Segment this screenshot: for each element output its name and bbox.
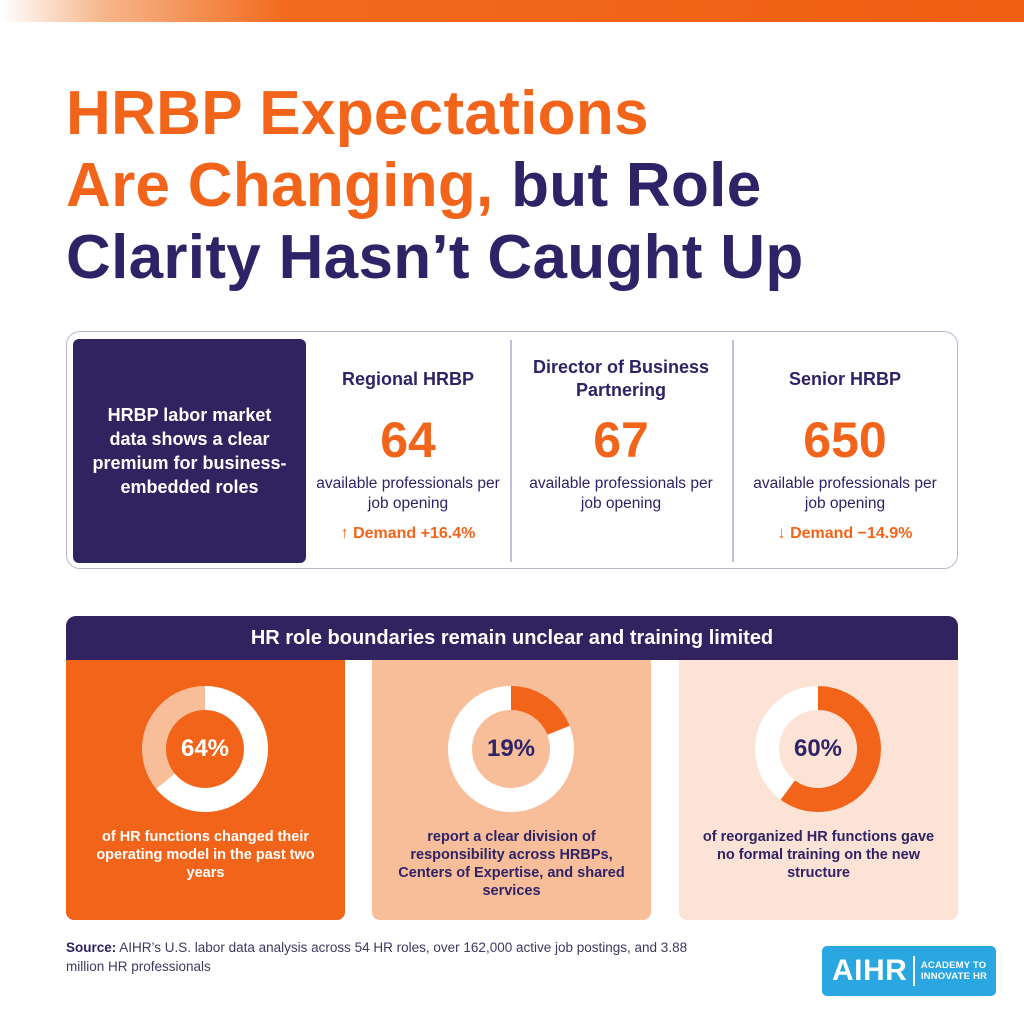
card-description: report a clear division of responsibilit…	[398, 829, 625, 899]
stat-description: available professionals per job opening	[529, 475, 713, 512]
boundaries-card-division-of-responsibility: 19% report a clear division of responsib…	[372, 660, 651, 920]
donut-chart	[448, 686, 574, 812]
stat-trend: ↓ Demand −14.9%	[777, 525, 913, 542]
donut-arc	[142, 686, 268, 812]
stat-divider	[732, 340, 734, 562]
stat-value: 650	[803, 412, 887, 468]
stat-director-business-partnering: Director of Business Partnering 67 avail…	[523, 356, 719, 514]
boundaries-card-operating-model: 64% of HR functions changed their operat…	[66, 660, 345, 920]
stat-title: Regional HRBP	[341, 368, 474, 389]
donut-label: 19%	[486, 735, 536, 762]
stat-description: available professionals per job opening	[316, 475, 500, 512]
stat-value: 64	[380, 412, 436, 468]
card-description: of reorganized HR functions gave no form…	[702, 829, 935, 881]
logo-separator	[913, 956, 915, 986]
donut-arc	[448, 686, 574, 812]
source-text: AIHR’s U.S. labor data analysis across 5…	[66, 940, 688, 974]
stat-senior-hrbp: Senior HRBP 650 available professionals …	[747, 356, 943, 544]
donut-chart	[142, 686, 268, 812]
donut-label: 64%	[180, 735, 230, 762]
donut-arc	[755, 686, 881, 812]
stat-description: available professionals per job opening	[753, 475, 937, 512]
stat-regional-hrbp: Regional HRBP 64 available professionals…	[310, 356, 506, 544]
stat-title: Director of Business Partnering	[532, 357, 710, 400]
logo-tagline-line-1: ACADEMY TO	[920, 960, 987, 971]
card-description: of HR functions changed their operating …	[96, 829, 315, 881]
stat-trend: ↑ Demand +16.4%	[340, 525, 476, 542]
stat-divider	[510, 340, 512, 562]
donut-label: 60%	[793, 735, 843, 762]
title-line-2-orange: Are Changing,	[66, 151, 494, 220]
top-accent-bar	[0, 0, 1024, 22]
source-note: Source: AIHR’s U.S. labor data analysis …	[66, 938, 726, 976]
aihr-logo: AIHR ACADEMY TO INNOVATE HR	[822, 946, 996, 996]
boundaries-card-no-formal-training: 60% of reorganized HR functions gave no …	[679, 660, 958, 920]
title-line-2-navy: but Role	[511, 151, 762, 220]
stat-value: 67	[593, 412, 649, 468]
logo-mark: AIHR	[832, 954, 908, 987]
stat-title: Senior HRBP	[788, 368, 902, 389]
stats-intro: HRBP labor market data shows a clear pre…	[73, 339, 306, 563]
donut-chart	[755, 686, 881, 812]
logo-tagline: ACADEMY TO INNOVATE HR	[921, 960, 987, 982]
title-line-1: HRBP Expectations	[66, 79, 649, 148]
source-label: Source:	[66, 940, 117, 955]
page-title: HRBP Expectations Are Changing, but Role…	[66, 78, 966, 294]
boundaries-header: HR role boundaries remain unclear and tr…	[66, 616, 958, 660]
logo-tagline-line-2: INNOVATE HR	[920, 971, 988, 982]
stats-card: HRBP labor market data shows a clear pre…	[66, 331, 958, 569]
title-line-3: Clarity Hasn’t Caught Up	[66, 223, 804, 292]
